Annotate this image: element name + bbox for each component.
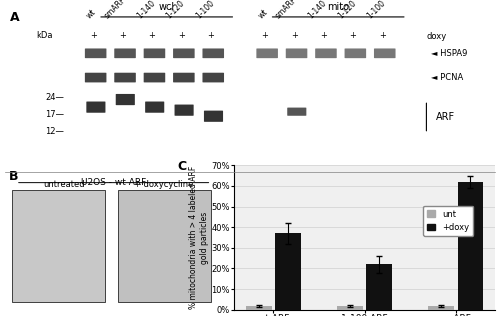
Text: 12—: 12— — [45, 127, 64, 136]
Text: 1-100: 1-100 — [366, 0, 387, 20]
FancyBboxPatch shape — [173, 48, 195, 58]
Text: 1-140: 1-140 — [135, 0, 157, 20]
FancyBboxPatch shape — [116, 94, 135, 105]
Text: ◄ PCNA: ◄ PCNA — [432, 73, 464, 82]
FancyBboxPatch shape — [287, 107, 306, 116]
Text: smARF: smARF — [102, 0, 128, 20]
FancyBboxPatch shape — [315, 48, 336, 58]
FancyBboxPatch shape — [85, 48, 106, 58]
Text: + doxycycline: + doxycycline — [134, 180, 194, 189]
Bar — [458, 182, 483, 310]
Text: 17—: 17— — [45, 110, 64, 119]
Text: ARF: ARF — [436, 112, 456, 122]
Text: ◄ HSPA9: ◄ HSPA9 — [432, 49, 468, 58]
Text: +: + — [119, 31, 126, 40]
Text: +: + — [290, 31, 298, 40]
Text: mito: mito — [327, 3, 349, 12]
Text: doxy: doxy — [426, 32, 446, 41]
Text: smARF: smARF — [274, 0, 299, 20]
FancyBboxPatch shape — [114, 48, 136, 58]
FancyBboxPatch shape — [86, 101, 106, 113]
FancyBboxPatch shape — [202, 48, 224, 58]
Text: U2OS - wt ARF: U2OS - wt ARF — [81, 178, 146, 187]
Bar — [276, 234, 301, 310]
FancyBboxPatch shape — [144, 73, 165, 82]
Bar — [338, 306, 363, 310]
FancyBboxPatch shape — [118, 190, 212, 302]
Text: B: B — [10, 170, 19, 183]
Bar — [366, 264, 392, 310]
Text: 1-120: 1-120 — [164, 0, 186, 20]
Text: +: + — [350, 31, 356, 40]
Text: +: + — [90, 31, 96, 40]
Text: C: C — [177, 160, 186, 173]
Text: untreated: untreated — [43, 180, 84, 189]
Text: A: A — [10, 11, 20, 24]
FancyBboxPatch shape — [202, 73, 224, 82]
FancyBboxPatch shape — [114, 73, 136, 82]
Text: wcl: wcl — [158, 3, 175, 12]
Text: +: + — [208, 31, 214, 40]
Text: 1-120: 1-120 — [336, 0, 358, 20]
Text: kDa: kDa — [36, 31, 52, 40]
Text: +: + — [379, 31, 386, 40]
FancyBboxPatch shape — [12, 190, 105, 302]
Y-axis label: % mitochondria with > 4 labeled ARF
gold particles: % mitochondria with > 4 labeled ARF gold… — [190, 166, 208, 309]
FancyBboxPatch shape — [344, 48, 366, 58]
FancyBboxPatch shape — [256, 48, 278, 58]
Legend: unt, +doxy: unt, +doxy — [423, 206, 474, 236]
Text: 1-100: 1-100 — [194, 0, 216, 20]
FancyBboxPatch shape — [173, 73, 195, 82]
FancyBboxPatch shape — [374, 48, 396, 58]
FancyBboxPatch shape — [145, 101, 164, 113]
Bar — [428, 306, 454, 310]
Text: +: + — [178, 31, 185, 40]
Text: 1-140: 1-140 — [306, 0, 328, 20]
FancyBboxPatch shape — [85, 73, 106, 82]
FancyBboxPatch shape — [286, 48, 308, 58]
Text: +: + — [148, 31, 156, 40]
Text: wt: wt — [256, 7, 270, 20]
Bar — [246, 306, 272, 310]
Text: 24—: 24— — [45, 93, 64, 102]
FancyBboxPatch shape — [174, 105, 194, 116]
Text: +: + — [262, 31, 268, 40]
Text: wt: wt — [85, 7, 98, 20]
FancyBboxPatch shape — [204, 111, 223, 122]
FancyBboxPatch shape — [144, 48, 165, 58]
Text: +: + — [320, 31, 327, 40]
